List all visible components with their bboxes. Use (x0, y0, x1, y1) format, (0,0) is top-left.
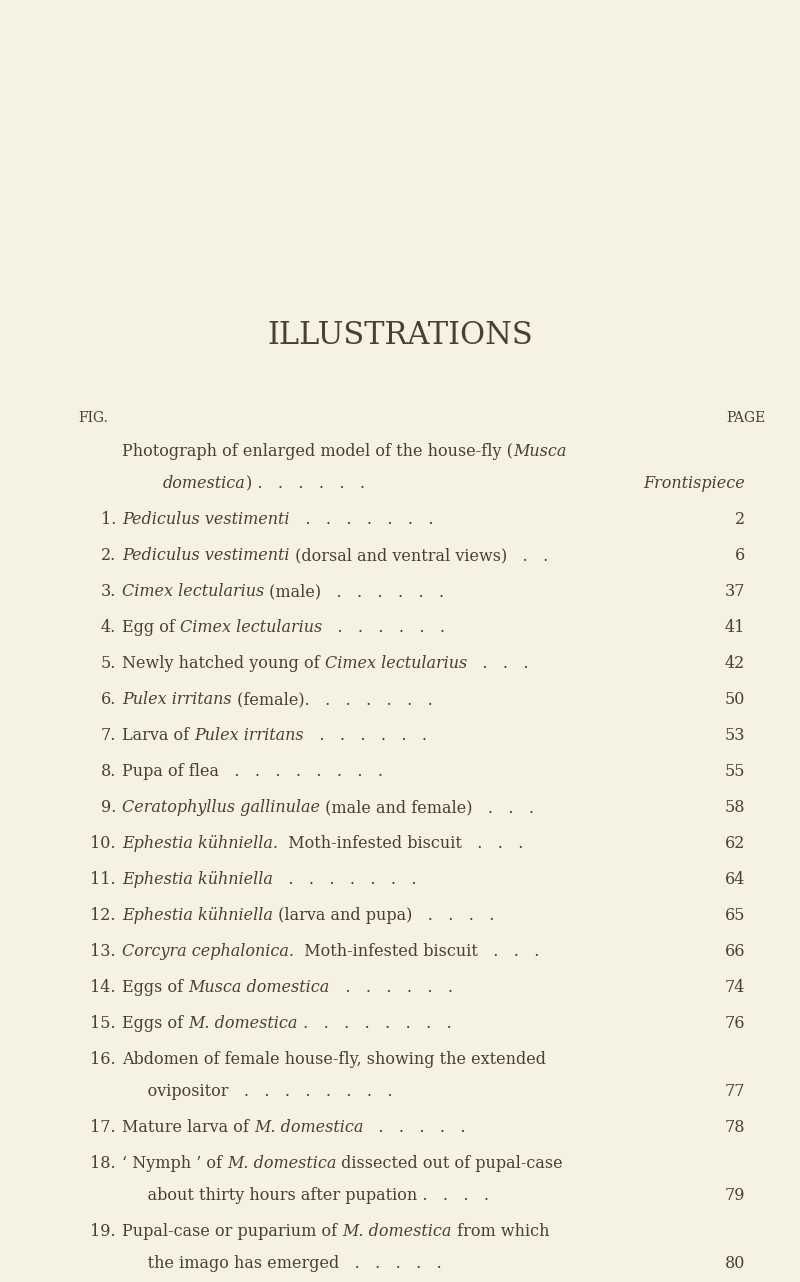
Text: Larva of: Larva of (122, 727, 194, 744)
Text: 65: 65 (725, 906, 745, 924)
Text: .   .   .   .   .   .   .   .: . . . . . . . . (298, 1015, 451, 1032)
Text: .   .   .   .   .   .: . . . . . . (304, 727, 427, 744)
Text: 77: 77 (725, 1083, 745, 1100)
Text: Cimex lectularius: Cimex lectularius (122, 583, 264, 600)
Text: 10.: 10. (90, 835, 116, 853)
Text: Moth-infested biscuit   .   .   .: Moth-infested biscuit . . . (294, 944, 539, 960)
Text: Egg of: Egg of (122, 619, 180, 636)
Text: .   .   .   .   .   .   .: . . . . . . . (290, 512, 433, 528)
Text: 50: 50 (725, 691, 745, 708)
Text: 2: 2 (735, 512, 745, 528)
Text: 3.: 3. (101, 583, 116, 600)
Text: 41: 41 (725, 619, 745, 636)
Text: ovipositor   .   .   .   .   .   .   .   .: ovipositor . . . . . . . . (122, 1083, 393, 1100)
Text: 4.: 4. (101, 619, 116, 636)
Text: 78: 78 (725, 1119, 745, 1136)
Text: Ephestia kühniella.: Ephestia kühniella. (122, 835, 278, 853)
Text: 12.: 12. (90, 906, 116, 924)
Text: Mature larva of: Mature larva of (122, 1119, 254, 1136)
Text: (larva and pupa)   .   .   .   .: (larva and pupa) . . . . (273, 906, 494, 924)
Text: from which: from which (452, 1223, 549, 1240)
Text: 80: 80 (725, 1255, 745, 1272)
Text: ‘ Nymph ’ of: ‘ Nymph ’ of (122, 1155, 227, 1172)
Text: Ephestia kühniella: Ephestia kühniella (122, 870, 273, 888)
Text: M. domestica: M. domestica (227, 1155, 337, 1172)
Text: (dorsal and ventral views)   .   .: (dorsal and ventral views) . . (290, 547, 548, 564)
Text: 2.: 2. (101, 547, 116, 564)
Text: 6.: 6. (101, 691, 116, 708)
Text: 53: 53 (725, 727, 745, 744)
Text: 5.: 5. (101, 655, 116, 672)
Text: Pulex irritans: Pulex irritans (194, 727, 304, 744)
Text: 76: 76 (725, 1015, 745, 1032)
Text: Ceratophyllus gallinulae: Ceratophyllus gallinulae (122, 799, 320, 817)
Text: 9.: 9. (101, 799, 116, 817)
Text: Pediculus vestimenti: Pediculus vestimenti (122, 512, 290, 528)
Text: ILLUSTRATIONS: ILLUSTRATIONS (267, 319, 533, 350)
Text: Musca domestica: Musca domestica (188, 979, 330, 996)
Text: 14.: 14. (90, 979, 116, 996)
Text: 11.: 11. (90, 870, 116, 888)
Text: 16.: 16. (90, 1051, 116, 1068)
Text: Cimex lectularius: Cimex lectularius (325, 655, 467, 672)
Text: Eggs of: Eggs of (122, 1015, 188, 1032)
Text: PAGE: PAGE (726, 412, 766, 426)
Text: Corcyra cephalonica.: Corcyra cephalonica. (122, 944, 294, 960)
Text: .   .   .   .   .: . . . . . (363, 1119, 466, 1136)
Text: FIG.: FIG. (78, 412, 108, 426)
Text: M. domestica: M. domestica (342, 1223, 452, 1240)
Text: Cimex lectularius: Cimex lectularius (180, 619, 322, 636)
Text: .   .   .   .   .   .: . . . . . . (330, 979, 453, 996)
Text: .   .   .   .   .   .: . . . . . . (322, 619, 446, 636)
Text: 64: 64 (725, 870, 745, 888)
Text: Moth-infested biscuit   .   .   .: Moth-infested biscuit . . . (278, 835, 523, 853)
Text: 42: 42 (725, 655, 745, 672)
Text: Musca: Musca (513, 444, 566, 460)
Text: (male)   .   .   .   .   .   .: (male) . . . . . . (264, 583, 444, 600)
Text: 6: 6 (734, 547, 745, 564)
Text: 55: 55 (725, 763, 745, 779)
Text: about thirty hours after pupation .   .   .   .: about thirty hours after pupation . . . … (122, 1187, 489, 1204)
Text: 62: 62 (725, 835, 745, 853)
Text: 37: 37 (725, 583, 745, 600)
Text: the imago has emerged   .   .   .   .   .: the imago has emerged . . . . . (122, 1255, 442, 1272)
Text: Photograph of enlarged model of the house-fly (: Photograph of enlarged model of the hous… (122, 444, 513, 460)
Text: 15.: 15. (90, 1015, 116, 1032)
Text: dissected out of pupal-case: dissected out of pupal-case (337, 1155, 563, 1172)
Text: Pediculus vestimenti: Pediculus vestimenti (122, 547, 290, 564)
Text: 17.: 17. (90, 1119, 116, 1136)
Text: 13.: 13. (90, 944, 116, 960)
Text: 79: 79 (725, 1187, 745, 1204)
Text: Ephestia kühniella: Ephestia kühniella (122, 906, 273, 924)
Text: 18.: 18. (90, 1155, 116, 1172)
Text: .   .   .: . . . (467, 655, 529, 672)
Text: 66: 66 (725, 944, 745, 960)
Text: ) .   .   .   .   .   .: ) . . . . . . (246, 476, 365, 492)
Text: (female).   .   .   .   .   .   .: (female). . . . . . . (232, 691, 432, 708)
Text: .   .   .   .   .   .   .: . . . . . . . (273, 870, 416, 888)
Text: Newly hatched young of: Newly hatched young of (122, 655, 325, 672)
Text: M. domestica: M. domestica (188, 1015, 298, 1032)
Text: 7.: 7. (101, 727, 116, 744)
Text: Pupal-case or puparium of: Pupal-case or puparium of (122, 1223, 342, 1240)
Text: Abdomen of female house-fly, showing the extended: Abdomen of female house-fly, showing the… (122, 1051, 546, 1068)
Text: 8.: 8. (101, 763, 116, 779)
Text: Pulex irritans: Pulex irritans (122, 691, 232, 708)
Text: 19.: 19. (90, 1223, 116, 1240)
Text: 74: 74 (725, 979, 745, 996)
Text: Eggs of: Eggs of (122, 979, 188, 996)
Text: Frontispiece: Frontispiece (643, 476, 745, 492)
Text: 1.: 1. (101, 512, 116, 528)
Text: M. domestica: M. domestica (254, 1119, 363, 1136)
Text: (male and female)   .   .   .: (male and female) . . . (320, 799, 534, 817)
Text: 58: 58 (725, 799, 745, 817)
Text: domestica: domestica (163, 476, 246, 492)
Text: Pupa of flea   .   .   .   .   .   .   .   .: Pupa of flea . . . . . . . . (122, 763, 383, 779)
